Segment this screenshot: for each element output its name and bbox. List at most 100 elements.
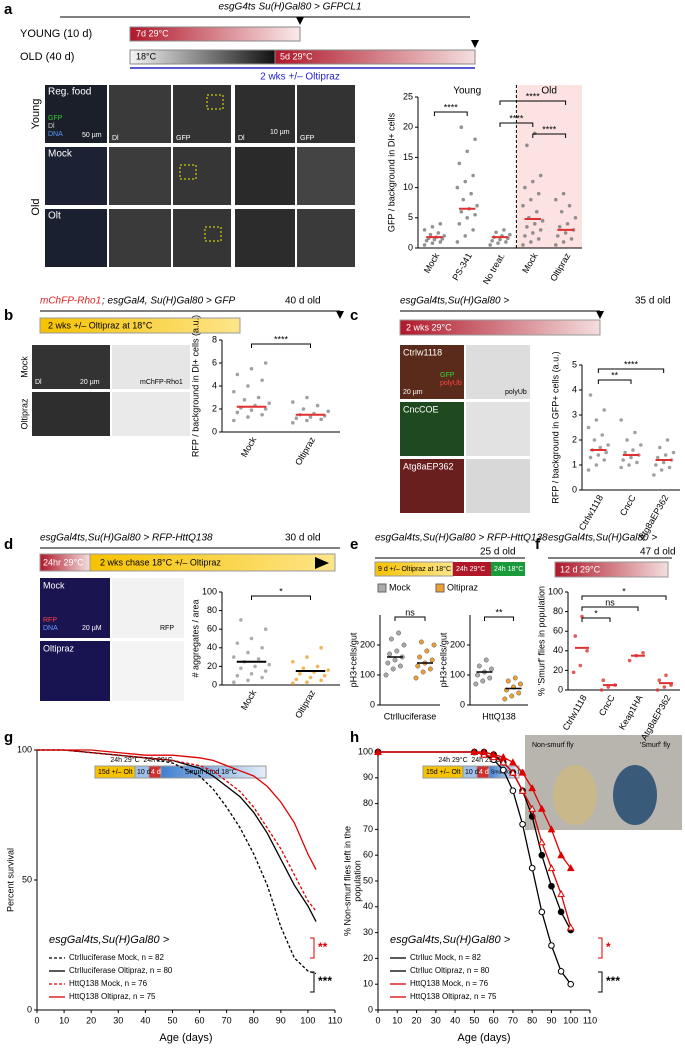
timeline-bar [491, 562, 525, 576]
row-label: Olt [48, 211, 61, 222]
y-tick-label: 25 [403, 91, 413, 101]
data-point [505, 678, 511, 684]
timeline-note: 24h 29°C [438, 756, 467, 764]
data-point [586, 425, 591, 430]
data-point [319, 646, 323, 650]
data-point [260, 675, 264, 680]
panel-label: b [4, 307, 13, 324]
significance-label: * [594, 608, 598, 618]
bar-label: 15d +/– Olt [426, 769, 460, 776]
scale-label: 10 µm [270, 129, 290, 136]
data-point [291, 421, 295, 425]
x-tick-label: 10 [59, 1015, 69, 1025]
data-point [602, 408, 607, 412]
stain-label: DNA [48, 131, 63, 138]
data-point [463, 234, 468, 238]
micrograph [45, 147, 107, 205]
data-point [661, 460, 666, 465]
micrograph [400, 459, 464, 513]
data-point [667, 465, 672, 470]
data-point [263, 361, 268, 365]
data-point [586, 468, 591, 472]
data-point [267, 401, 272, 406]
data-point [487, 675, 493, 681]
data-point [518, 786, 527, 794]
arrow [315, 557, 329, 569]
timeline-bar [399, 319, 601, 336]
data-point [669, 683, 673, 687]
data-point [424, 648, 430, 654]
data-point [475, 672, 480, 678]
data-point [516, 690, 522, 696]
bar-label: 5d 29°C [280, 51, 313, 61]
series-line [37, 749, 317, 912]
significance-label: ns [405, 607, 415, 617]
significance-label: **** [526, 91, 541, 101]
data-point [548, 882, 555, 890]
data-point [291, 400, 295, 404]
data-point [496, 241, 500, 245]
annotation-bracket [598, 937, 603, 959]
data-point [502, 228, 506, 232]
bar-label: 24h 29°C [456, 565, 485, 573]
micrograph [400, 402, 464, 456]
data-point [547, 825, 556, 833]
significance-label: **** [274, 334, 289, 344]
data-point [532, 222, 537, 226]
significance-bracket [499, 122, 534, 127]
endpoint [296, 17, 304, 25]
y-tick-label: 0 [572, 484, 577, 494]
x-tick-label: 20 [86, 1015, 96, 1025]
data-point [301, 666, 306, 671]
age: 30 d old [285, 533, 321, 544]
micrograph [400, 345, 464, 399]
y-tick-label: 20 [363, 953, 373, 963]
data-point [418, 639, 424, 645]
data-point [663, 453, 668, 457]
data-point [232, 680, 236, 685]
micrographs [45, 85, 355, 267]
inset-box [206, 94, 224, 110]
data-point [594, 463, 599, 467]
data-point [639, 443, 643, 447]
data-point [523, 234, 527, 238]
data-point [557, 889, 565, 897]
y-axis-label: pH3+cells/gut [438, 632, 448, 687]
data-point [659, 468, 664, 472]
x-tick-label: 20 [412, 1015, 422, 1025]
timeline-note: 24h 29°C [110, 756, 139, 764]
data-point [623, 450, 627, 455]
data-point [571, 670, 576, 675]
y-tick-label: 200 [360, 639, 375, 649]
micrograph [112, 392, 190, 436]
data-point [498, 237, 502, 242]
data-point [525, 225, 529, 229]
bar-label: 10 d [465, 769, 479, 776]
panel-label: d [4, 536, 13, 553]
legend-label: Mock [389, 582, 411, 592]
data-point [664, 673, 668, 678]
data-point [528, 804, 537, 812]
data-point [655, 688, 660, 692]
data-point [606, 685, 611, 689]
bar-label: 24hr 29°C [43, 557, 84, 567]
data-point [523, 185, 527, 190]
x-tick-label: 30 [431, 1015, 441, 1025]
data-point [432, 237, 437, 242]
data-point [512, 675, 518, 681]
micrograph [235, 85, 295, 143]
y-tick-label: 80 [553, 606, 563, 616]
photo [525, 735, 682, 830]
y-tick-label: 0 [460, 699, 465, 709]
data-point [260, 378, 264, 383]
y-tick-label: 0 [27, 1004, 32, 1014]
x-tick-label: 80 [249, 1015, 259, 1025]
panel-label: f [535, 536, 541, 553]
annotation-bracket [310, 937, 315, 959]
y-tick-label: 4 [572, 384, 577, 394]
data-point [438, 222, 443, 226]
treatment-label: 2 wks +/– Oltipraz [260, 72, 340, 83]
data-point [319, 678, 323, 683]
y-tick-label: 0 [408, 242, 413, 252]
header: esgGal4ts,Su(H)Gal80 > [548, 533, 657, 544]
